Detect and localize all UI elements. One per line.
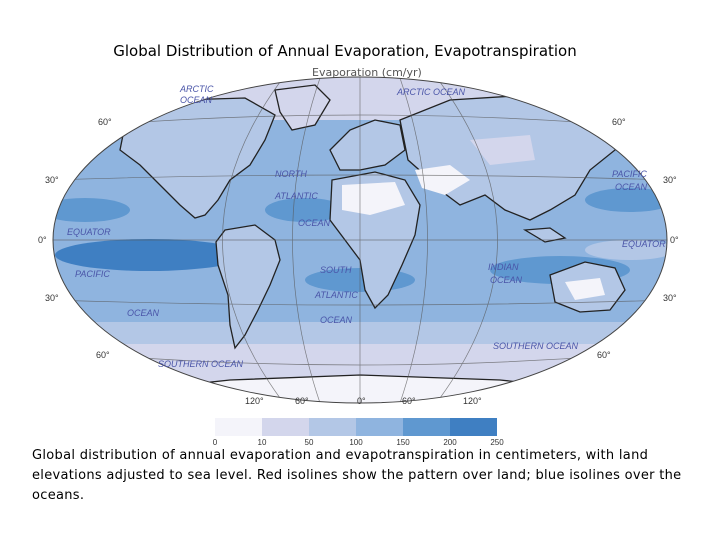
label-indian-ocean-1: INDIAN: [488, 262, 519, 272]
graticule: [53, 77, 667, 403]
figure-caption: Global distribution of annual evaporatio…: [32, 448, 682, 503]
label-north-atlantic-3: OCEAN: [298, 218, 331, 228]
label-indian-ocean-2: OCEAN: [490, 275, 523, 285]
legend-swatch-2: [309, 418, 356, 436]
label-arctic-ocean-right: ARCTIC OCEAN: [396, 87, 466, 97]
label-north-atlantic-2: ATLANTIC: [274, 191, 318, 201]
indonesia: [522, 227, 567, 243]
label-equator-left: EQUATOR: [67, 227, 111, 237]
pacific-right-band: [585, 188, 667, 212]
lat-label-60s-right: 60°: [597, 350, 611, 360]
australia-interior: [565, 278, 605, 300]
europe: [329, 119, 406, 171]
greenland: [274, 84, 331, 131]
lon-label-60w: 60°: [295, 396, 309, 406]
legend-tick-3: 100: [349, 438, 363, 447]
legend-tick-5: 200: [443, 438, 457, 447]
globe-outline: [52, 76, 668, 404]
meridian-120w: [222, 81, 281, 399]
lat-label-30n-left: 30°: [45, 175, 59, 185]
lon-label-0: 0°: [357, 396, 366, 406]
legend-swatch-5: [450, 418, 497, 436]
meridian-120e: [439, 81, 498, 399]
label-pacific-right-1: PACIFIC: [612, 169, 647, 179]
label-pacific-right-2: OCEAN: [615, 182, 648, 192]
label-southern-ocean-right: SOUTHERN OCEAN: [493, 341, 579, 351]
lat-label-60n-left: 60°: [98, 117, 112, 127]
pacific-high-band: [55, 239, 245, 271]
label-pacific-left: PACIFIC: [75, 269, 110, 279]
legend-tick-1: 10: [258, 438, 267, 447]
map-body: [53, 77, 667, 403]
world-evaporation-map: ARCTIC OCEAN ARCTIC OCEAN NORTH ATLANTIC…: [38, 76, 679, 406]
label-arctic-ocean-left-2: OCEAN: [180, 95, 213, 105]
map-title: Global Distribution of Annual Evaporatio…: [113, 42, 577, 60]
lon-label-60e: 60°: [402, 396, 416, 406]
legend-tick-4: 150: [396, 438, 410, 447]
label-south-atlantic-3: OCEAN: [320, 315, 353, 325]
sahara: [342, 182, 405, 215]
lon-label-120w: 120°: [245, 396, 264, 406]
legend-tick-0: 0: [213, 438, 218, 447]
label-south-atlantic-2: ATLANTIC: [314, 290, 358, 300]
label-ocean-left: OCEAN: [127, 308, 160, 318]
lat-label-30s-left: 30°: [45, 293, 59, 303]
legend-swatch-1: [262, 418, 309, 436]
arabia: [415, 165, 470, 195]
label-southern-ocean-left: SOUTHERN OCEAN: [158, 359, 244, 369]
pacific-right-low: [585, 240, 667, 260]
legend-swatch-4: [403, 418, 450, 436]
lon-label-120e: 120°: [463, 396, 482, 406]
legend-swatch-3: [356, 418, 403, 436]
label-arctic-ocean-left-1: ARCTIC: [179, 84, 214, 94]
label-equator-right: EQUATOR: [622, 239, 666, 249]
legend-tick-6: 250: [490, 438, 504, 447]
lat-label-60n-right: 60°: [612, 117, 626, 127]
lat-label-60s-left: 60°: [96, 350, 110, 360]
legend-tick-2: 50: [305, 438, 314, 447]
color-legend: 0 10 50 100 150 200 250: [213, 418, 504, 447]
lat-label-0-right: 0°: [670, 235, 679, 245]
meridian-60e: [399, 77, 428, 403]
north-america: [119, 97, 276, 219]
pacific-north-band: [53, 198, 130, 222]
atlantic-north-band: [265, 198, 345, 222]
lat-label-0-left: 0°: [38, 235, 47, 245]
label-north-atlantic-1: NORTH: [275, 169, 307, 179]
meridian-60w: [292, 77, 321, 403]
legend-swatch-0: [215, 418, 262, 436]
central-asia: [470, 135, 535, 165]
legend-swatches: [215, 418, 497, 436]
label-south-atlantic-1: SOUTH: [320, 265, 352, 275]
map-subtitle: Evaporation (cm/yr): [312, 66, 422, 79]
lat-label-30s-right: 30°: [663, 293, 677, 303]
lat-label-30n-right: 30°: [663, 175, 677, 185]
